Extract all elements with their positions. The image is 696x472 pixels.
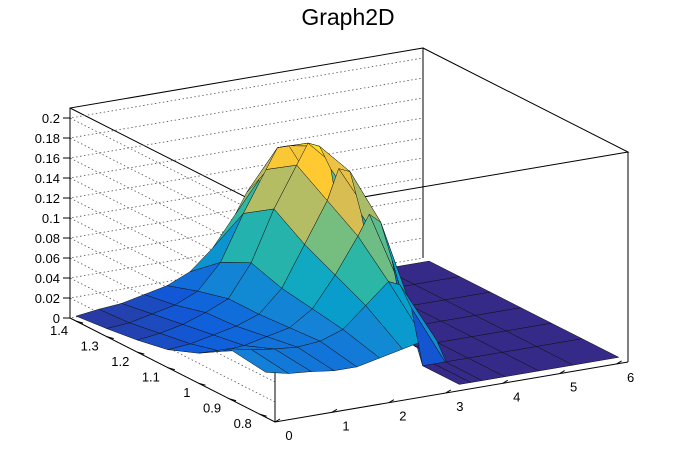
x-tick <box>445 389 452 394</box>
x-tick-label: 1 <box>342 418 349 433</box>
x-tick-label: 5 <box>570 380 577 395</box>
axis-ticks: 01234560.80.911.11.21.31.400.020.040.060… <box>35 108 634 443</box>
chart-title: Graph2D <box>301 4 395 30</box>
x-tick <box>559 370 565 375</box>
x-tick-label: 4 <box>513 389 520 404</box>
z-tick-label: 0.06 <box>35 251 60 266</box>
z-tick-label: 0.14 <box>35 171 60 186</box>
z-gridline <box>68 77 424 243</box>
x-tick <box>274 418 281 423</box>
surface-mesh <box>75 142 620 386</box>
z-gridline <box>68 117 424 283</box>
x-tick-label: 3 <box>456 399 463 414</box>
y-tick-label: 1 <box>183 385 190 400</box>
y-tick <box>106 336 114 340</box>
z-gridline <box>68 97 424 263</box>
surface-cell <box>535 338 620 366</box>
y-tick-label: 0.9 <box>203 401 221 416</box>
top-edges <box>69 47 630 213</box>
x-tick-label: 2 <box>399 409 406 424</box>
x-tick <box>331 408 338 413</box>
z-tick-label: 0.12 <box>35 191 60 206</box>
z-gridline <box>68 57 424 223</box>
z-tick-label: 0.2 <box>42 111 60 126</box>
y-tick <box>259 413 267 417</box>
x-tick <box>388 399 395 404</box>
z-tick-label: 0.04 <box>35 271 60 286</box>
y-tick <box>75 320 84 324</box>
y-tick-label: 1.1 <box>142 370 160 385</box>
y-tick-label: 1.3 <box>81 339 99 354</box>
x-tick-label: 6 <box>627 370 634 385</box>
y-tick <box>198 382 206 386</box>
x-tick-label: 0 <box>285 428 292 443</box>
y-tick <box>167 367 176 371</box>
z-tick-label: 0.18 <box>35 131 60 146</box>
z-tick-label: 0.16 <box>35 151 60 166</box>
x-tick <box>616 360 622 365</box>
y-tick <box>137 351 145 355</box>
z-tick-label: 0.02 <box>35 291 60 306</box>
z-tick-label: 0.1 <box>42 211 60 226</box>
y-tick-label: 1.2 <box>111 354 129 369</box>
y-tick-label: 0.8 <box>234 416 252 431</box>
z-tick-label: 0.08 <box>35 231 60 246</box>
z-tick-label: 0 <box>53 311 60 326</box>
x-tick <box>502 379 508 384</box>
y-tick <box>228 398 237 402</box>
y-tick-label: 1.4 <box>50 323 68 338</box>
